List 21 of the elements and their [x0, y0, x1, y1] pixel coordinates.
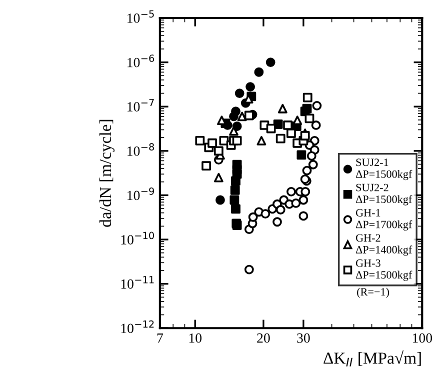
x-tick-label: 30	[297, 333, 310, 343]
x-axis-title: ΔK$_{II}$ [MPa√m]	[324, 350, 421, 366]
legend-label: GH-1 ΔP=1700kgf	[356, 209, 412, 231]
x-tick-label: 20	[257, 333, 270, 343]
y-tick-label: 10$^{−9}$	[128, 187, 154, 200]
y-tick-label: 10$^{−6}$	[128, 54, 154, 68]
legend-label: SUJ2-1 ΔP=1500kgf	[356, 158, 412, 180]
x-tick-label: 7	[157, 334, 164, 343]
x-tick-label: 100	[412, 333, 432, 343]
legend-label: GH-3 ΔP=1500kgf	[356, 259, 412, 281]
legend-label: GH-2 ΔP=1400kgf	[356, 234, 412, 256]
y-axis-title: da/dN [m/cycle]	[99, 120, 115, 227]
y-tick-label: 10$^{−11}$	[121, 276, 154, 289]
annotation: (R=−1)	[357, 288, 390, 298]
y-tick-label: 10$^{−10}$	[121, 232, 154, 244]
y-tick-label: 10$^{−12}$	[121, 320, 154, 334]
y-tick-label: 10$^{−7}$	[128, 98, 154, 112]
legend-label: SUJ2-2 ΔP=1500kgf	[356, 184, 412, 206]
y-tick-label: 10$^{−8}$	[128, 143, 154, 156]
y-tick-label: 10$^{−5}$	[128, 10, 154, 23]
x-tick-label: 10	[189, 333, 202, 343]
